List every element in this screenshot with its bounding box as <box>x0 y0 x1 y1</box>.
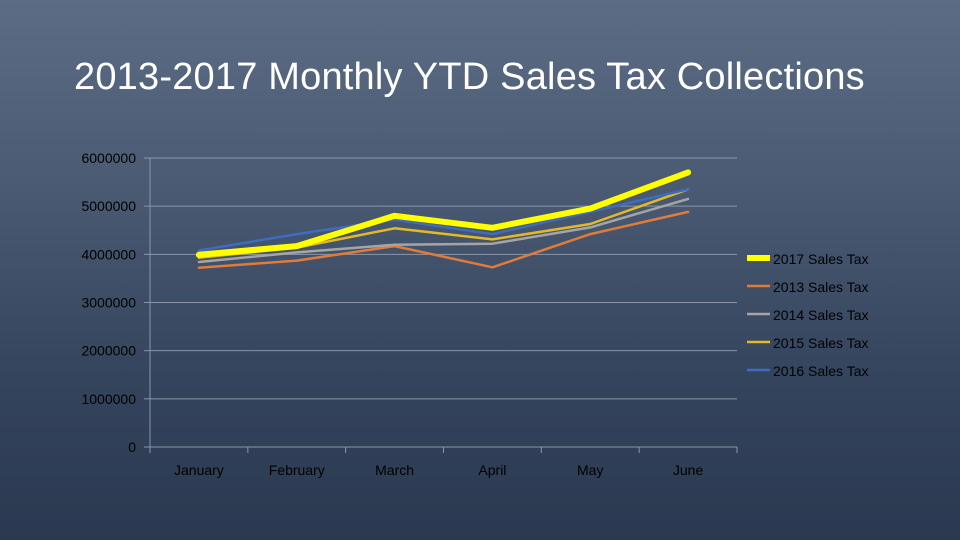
series-group <box>195 169 692 270</box>
series-line-2013 <box>197 210 690 270</box>
series-line-2016 <box>197 188 690 252</box>
x-axis-ticks: January February March April May June <box>149 447 738 478</box>
legend-label: 2013 Sales Tax <box>773 279 868 295</box>
x-tick-label: January <box>174 462 224 478</box>
y-tick-label: 0 <box>128 439 136 455</box>
y-tick-label: 5000000 <box>81 198 136 214</box>
legend: 2017 Sales Tax 2013 Sales Tax 2014 Sales T… <box>747 251 868 379</box>
x-tick-label: March <box>375 462 414 478</box>
legend-label: 2017 Sales Tax <box>773 251 868 267</box>
y-tick-label: 4000000 <box>81 246 136 262</box>
legend-label: 2014 Sales Tax <box>773 307 868 323</box>
legend-label: 2015 Sales Tax <box>773 335 868 351</box>
x-tick-label: April <box>478 462 506 478</box>
y-tick-label: 6000000 <box>81 150 136 166</box>
legend-label: 2016 Sales Tax <box>773 363 868 379</box>
x-tick-label: May <box>577 462 603 478</box>
series-line-2017 <box>195 169 692 258</box>
y-tick-label: 1000000 <box>81 391 136 407</box>
y-tick-label: 3000000 <box>81 295 136 311</box>
x-tick-label: June <box>673 462 704 478</box>
chart-title: 2013-2017 Monthly YTD Sales Tax Collecti… <box>74 56 865 98</box>
series-line-2014 <box>197 197 690 264</box>
y-axis-ticks: 0 1000000 2000000 3000000 4000000 5000000 6000… <box>81 150 150 455</box>
grid-lines <box>150 157 737 400</box>
y-tick-label: 2000000 <box>81 343 136 359</box>
x-tick-label: February <box>269 462 325 478</box>
